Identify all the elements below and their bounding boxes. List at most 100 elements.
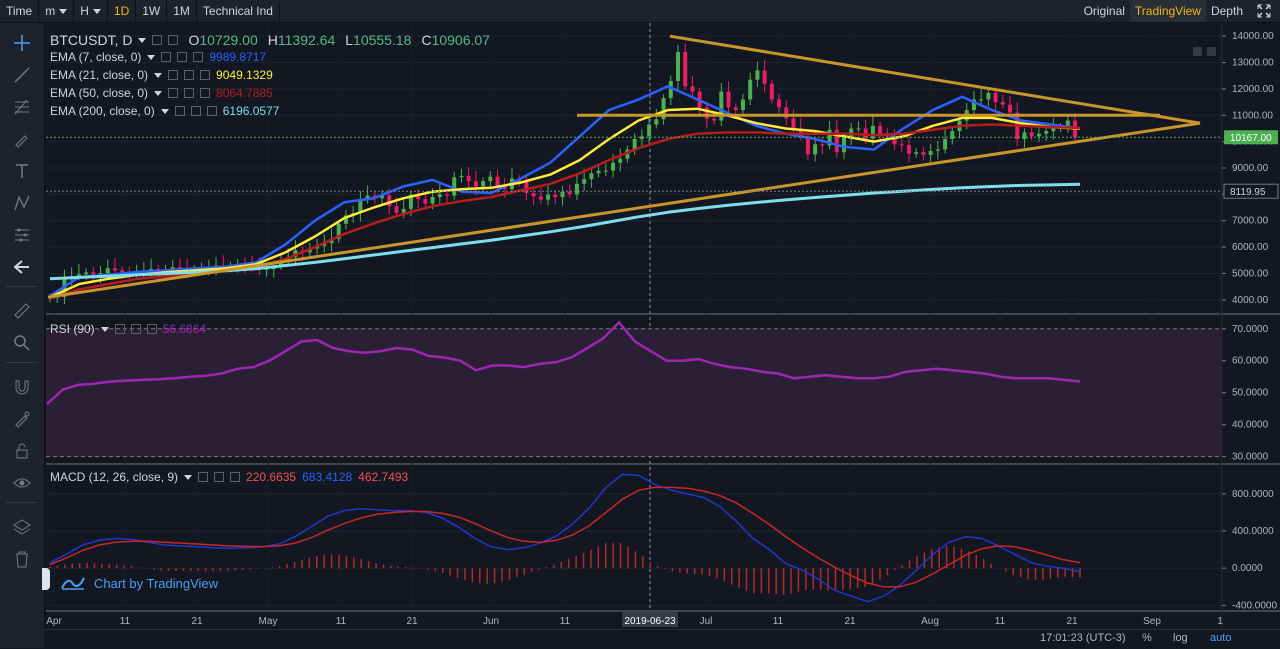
interval-1w[interactable]: 1W — [142, 4, 161, 18]
settings-icon[interactable] — [152, 35, 163, 45]
interval-technical-ind[interactable]: Technical Ind — [202, 4, 273, 18]
layers-icon[interactable] — [11, 516, 33, 538]
candle — [690, 86, 695, 92]
text-icon[interactable] — [11, 160, 33, 182]
auto-toggle[interactable]: auto — [1210, 632, 1232, 644]
y-tick-label: 0.0000 — [1232, 563, 1263, 574]
back-arrow-icon[interactable] — [11, 256, 33, 278]
candle — [430, 197, 435, 204]
watermark-tab[interactable] — [42, 568, 50, 590]
chevron-down-icon[interactable] — [160, 108, 169, 114]
chevron-down-icon[interactable] — [154, 72, 163, 78]
candle — [668, 81, 673, 99]
trash-icon[interactable] — [11, 548, 33, 570]
x-tick-label: 11 — [120, 616, 131, 627]
crosshair-icon[interactable] — [11, 32, 33, 54]
open-value: 10729.00 — [199, 32, 258, 48]
candle — [849, 128, 854, 137]
ema-legend-2: EMA (50, close, 0) 8064.7885 — [50, 86, 273, 100]
x-tick-label: 2019-06-23 — [624, 616, 676, 627]
y-tick-label: 12000.00 — [1232, 84, 1274, 95]
x-tick-label: Aug — [921, 616, 939, 627]
fib-icon[interactable] — [11, 96, 33, 118]
visibility-icon[interactable] — [168, 35, 179, 45]
triangle-upper-line — [669, 34, 1201, 125]
price-axis-background — [1222, 23, 1280, 629]
y-tick-label: 30.0000 — [1232, 452, 1269, 463]
candle — [358, 199, 363, 214]
candle — [979, 99, 984, 101]
fullscreen-icon[interactable] — [1248, 0, 1280, 22]
ema-label[interactable]: EMA (7, close, 0) — [50, 50, 142, 64]
lock-icon[interactable] — [11, 440, 33, 462]
ema-label[interactable]: EMA (21, close, 0) — [50, 68, 149, 82]
candle — [820, 144, 825, 146]
interval-1m[interactable]: 1M — [173, 4, 190, 18]
view-original[interactable]: Original — [1083, 4, 1125, 18]
macd-line-value: 683.4128 — [302, 470, 353, 484]
chevron-down-icon[interactable] — [138, 37, 147, 43]
candle — [329, 238, 334, 244]
prediction-icon[interactable] — [11, 224, 33, 246]
rsi-legend: RSI (90) 56.6864 — [50, 322, 206, 336]
x-tick-label: 11 — [995, 616, 1006, 627]
x-tick-label: 21 — [191, 616, 203, 627]
candle — [928, 150, 933, 155]
candle — [906, 145, 911, 154]
chevron-down-icon[interactable] — [154, 90, 163, 96]
candle — [755, 70, 760, 80]
y-tick-label: 5000.00 — [1232, 268, 1269, 279]
macd-signal-line — [49, 486, 1081, 588]
magnet-icon[interactable] — [11, 376, 33, 398]
x-tick-label: 11 — [773, 616, 784, 627]
trend-line-icon[interactable] — [11, 64, 33, 86]
candle — [582, 179, 587, 184]
high-value: 11392.64 — [277, 32, 336, 48]
pattern-icon[interactable] — [11, 192, 33, 214]
ema-label[interactable]: EMA (200, close, 0) — [50, 104, 155, 118]
ema-legend-3: EMA (200, close, 0) 6196.0577 — [50, 104, 279, 118]
ruler-icon[interactable] — [11, 300, 33, 322]
candle — [524, 181, 529, 194]
chevron-down-icon — [92, 8, 101, 14]
interval-m[interactable]: m — [39, 0, 73, 22]
candle — [343, 215, 348, 224]
candle — [589, 173, 594, 180]
interval-time[interactable]: Time — [6, 4, 33, 18]
lock-drawing-icon[interactable] — [11, 408, 33, 430]
view-depth[interactable]: Depth — [1210, 4, 1243, 18]
zoom-icon[interactable] — [11, 332, 33, 354]
tradingview-watermark[interactable]: Chart by TradingView — [60, 568, 218, 598]
candle — [892, 136, 897, 145]
symbol-title[interactable]: BTCUSDT, D — [50, 32, 133, 48]
macd-label[interactable]: MACD (12, 26, close, 9) — [50, 470, 179, 484]
candle — [986, 92, 991, 100]
candle — [1029, 132, 1034, 137]
chevron-down-icon[interactable] — [100, 326, 109, 332]
candle — [91, 272, 96, 275]
triangle-lower-line — [47, 121, 1201, 299]
candle — [870, 125, 875, 139]
candle — [481, 181, 486, 187]
candle — [452, 177, 457, 196]
price-label-box — [1223, 183, 1279, 199]
chevron-down-icon[interactable] — [147, 54, 156, 60]
eye-icon[interactable] — [11, 472, 33, 494]
chevron-down-icon[interactable] — [184, 474, 193, 480]
ema-label[interactable]: EMA (50, close, 0) — [50, 86, 149, 100]
rsi-label[interactable]: RSI (90) — [50, 322, 95, 336]
candle — [1065, 120, 1070, 127]
candle — [1008, 104, 1013, 113]
candle — [784, 107, 789, 119]
candle — [105, 268, 110, 274]
percent-toggle[interactable]: % — [1142, 632, 1152, 644]
interval-h[interactable]: H — [74, 0, 107, 22]
ema-value: 6196.0577 — [222, 104, 280, 118]
candle — [553, 194, 558, 197]
log-toggle[interactable]: log — [1173, 632, 1188, 644]
view-tradingview[interactable]: TradingView — [1129, 0, 1206, 22]
x-tick-label: 21 — [1066, 616, 1078, 627]
brush-icon[interactable] — [11, 128, 33, 150]
interval-1d[interactable]: 1D — [113, 4, 130, 18]
